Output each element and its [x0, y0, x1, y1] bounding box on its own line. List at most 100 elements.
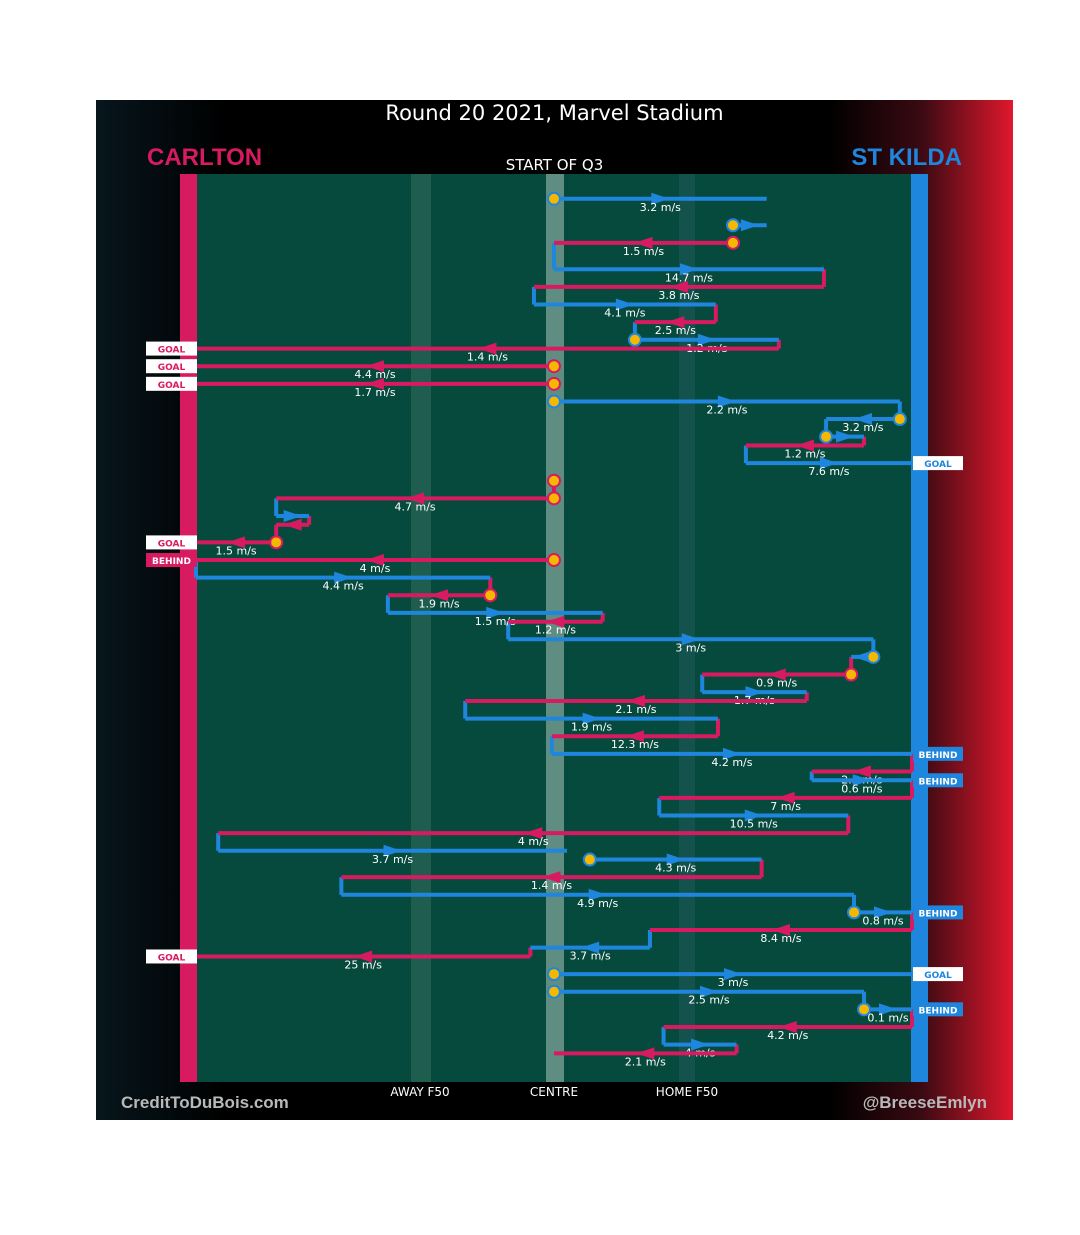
chain-arrow: [778, 1020, 797, 1033]
chain-arrow: [745, 686, 764, 699]
chain-arrow: [227, 536, 246, 549]
outcome-label: GOAL: [158, 346, 186, 356]
speed-label: 4.7 m/s: [395, 500, 436, 513]
ball-up-marker: [819, 429, 834, 444]
chain-arrow: [819, 457, 838, 470]
chain-arrow: [625, 730, 644, 743]
ball-up-marker: [547, 473, 561, 488]
chain-arrow: [354, 950, 373, 963]
speed-label: 2.5 m/s: [688, 994, 729, 1007]
speed-label: 4.4 m/s: [354, 368, 395, 381]
ball-up-marker: [547, 553, 561, 568]
speed-label: 3.8 m/s: [658, 289, 699, 302]
outcome-badge: [913, 773, 963, 788]
chain-arrow: [430, 589, 449, 602]
speed-label: 2.1 m/s: [625, 1055, 666, 1068]
ball-up-marker: [847, 905, 862, 920]
ball-up-marker: [269, 535, 284, 550]
ball-up-marker: [857, 1002, 872, 1017]
chain-arrow: [795, 439, 814, 452]
chain-arrow: [879, 1003, 898, 1016]
chain-arrow: [717, 395, 736, 408]
speed-label: 1.5 m/s: [216, 544, 257, 557]
ball-up-marker: [892, 412, 907, 427]
team-left-name: CARLTON: [147, 144, 263, 171]
speed-label: 3.2 m/s: [640, 201, 681, 214]
chain-arrow: [874, 906, 893, 919]
outcome-label: GOAL: [158, 953, 186, 963]
chain-arrow: [681, 633, 700, 646]
ball-up-marker: [866, 649, 881, 664]
chain-arrow: [771, 924, 790, 937]
ball-up-marker: [547, 984, 561, 999]
zone-label-home: HOME F50: [655, 1085, 719, 1099]
speed-label: 14.7 m/s: [665, 271, 713, 284]
ball-up-marker: [726, 235, 740, 250]
speed-label: 4.3 m/s: [655, 862, 696, 875]
ball-up-marker: [844, 667, 859, 682]
credit-right: @BreeseEmlyn: [862, 1093, 987, 1112]
speed-label: 4.4 m/s: [323, 580, 364, 593]
speed-label: 7.6 m/s: [808, 465, 849, 478]
chain-arrow: [651, 192, 670, 205]
outcome-badge: [913, 1002, 963, 1017]
speed-label: 2.5 m/s: [655, 324, 696, 337]
chain-arrow: [542, 871, 561, 884]
stkilda-goal-rail: [911, 174, 928, 1082]
ball-up-marker: [726, 218, 740, 233]
speed-label: 0.8 m/s: [862, 914, 903, 927]
speed-label: 3 m/s: [718, 976, 749, 989]
chain-arrow: [836, 430, 855, 443]
chain-arrow: [366, 554, 384, 567]
team-right-name: ST KILDA: [851, 144, 962, 171]
chain-arrow: [588, 888, 607, 901]
zone-label-centre: CENTRE: [529, 1085, 579, 1099]
outcome-label: GOAL: [158, 363, 186, 373]
speed-label: 1.5 m/s: [475, 615, 516, 628]
ball-up-marker: [547, 394, 561, 409]
ball-up-marker: [483, 588, 498, 603]
quarter-label: START OF Q3: [505, 156, 604, 174]
speed-label: 4.2 m/s: [711, 756, 752, 769]
speed-label: 3.7 m/s: [372, 853, 413, 866]
speed-label: 1.4 m/s: [467, 351, 508, 364]
ball-up-marker: [547, 191, 561, 206]
chain-arrow: [366, 360, 384, 373]
chain-arrow: [406, 492, 425, 505]
ball-up-marker: [627, 332, 642, 347]
chain-arrow: [852, 765, 871, 778]
outcome-badge: [913, 905, 963, 920]
speed-label: 3.2 m/s: [842, 421, 883, 434]
chain-arrow: [691, 1038, 710, 1051]
chain-arrow: [615, 298, 634, 311]
outcome-label: GOAL: [158, 539, 186, 549]
chain-arrow: [767, 668, 786, 681]
speed-label: 10.5 m/s: [730, 818, 778, 831]
ball-up-marker: [547, 967, 561, 982]
outcome-badge: [146, 949, 197, 964]
chain-arrow: [697, 333, 716, 346]
chain-arrow: [478, 342, 497, 355]
outcome-label: GOAL: [924, 971, 952, 981]
speed-label: 1.9 m/s: [571, 721, 612, 734]
ball-up-marker: [547, 359, 561, 374]
chain-arrow: [740, 219, 759, 232]
chain-arrow: [486, 606, 505, 619]
speed-label: 1.5 m/s: [623, 245, 664, 258]
chain-arrow: [366, 377, 384, 390]
outcome-badge: [146, 553, 197, 568]
speed-label: 1.4 m/s: [531, 879, 572, 892]
chain-arrow: [383, 844, 402, 857]
speed-label: 3 m/s: [675, 641, 706, 654]
outcome-label: BEHIND: [919, 909, 958, 919]
outcome-label: BEHIND: [152, 557, 191, 567]
chain-arrow: [666, 316, 685, 329]
chain-arrow: [853, 650, 872, 663]
speed-label: 3.7 m/s: [570, 950, 611, 963]
speed-label: 0.1 m/s: [867, 1011, 908, 1024]
chain-arrow: [626, 694, 645, 707]
chain-arrow: [853, 413, 872, 426]
chain-arrow: [666, 853, 685, 866]
speed-label: 1.9 m/s: [419, 597, 460, 610]
